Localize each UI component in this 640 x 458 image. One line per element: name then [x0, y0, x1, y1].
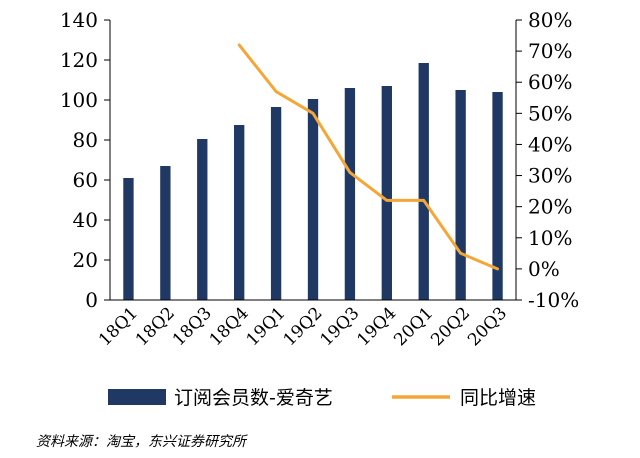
left-tick-label: 40: [73, 208, 98, 232]
x-tick-label: 19Q2: [280, 303, 327, 350]
x-tick-label: 19Q1: [243, 303, 290, 350]
x-axis: 18Q118Q218Q318Q419Q119Q219Q319Q420Q120Q2…: [95, 299, 516, 350]
bar: [492, 92, 503, 300]
right-tick-label: 0%: [528, 257, 560, 281]
bar: [344, 88, 356, 300]
source-note: 资料来源：淘宝，东兴证券研究所: [36, 434, 248, 450]
right-tick-label: 40%: [528, 132, 572, 156]
x-tick-label: 19Q3: [316, 303, 363, 350]
left-tick-label: 80: [73, 128, 98, 152]
bar: [381, 86, 392, 300]
bar: [197, 139, 208, 300]
left-y-axis: 0 20 40 60 80 100 120 140: [60, 8, 111, 312]
bar: [307, 99, 319, 300]
right-tick-label: 50%: [528, 101, 572, 125]
right-tick-label: 10%: [528, 226, 572, 250]
bar-series: [123, 63, 503, 300]
right-tick-label: 70%: [528, 39, 572, 63]
bar: [418, 63, 429, 300]
x-tick-label: 18Q3: [169, 303, 216, 350]
left-tick-label: 60: [73, 168, 98, 192]
legend: 订阅会员数-爱奇艺 同比增速: [108, 387, 536, 409]
left-tick-label: 140: [60, 8, 98, 32]
legend-bar-label: 订阅会员数-爱奇艺: [174, 387, 333, 409]
left-tick-label: 0: [85, 288, 98, 312]
bar: [455, 90, 466, 300]
left-tick-label: 120: [60, 48, 98, 72]
bar: [270, 107, 282, 300]
x-tick-label: 20Q3: [464, 303, 511, 350]
left-tick-label: 100: [60, 88, 98, 112]
right-tick-label: 20%: [528, 195, 572, 219]
x-tick-label: 20Q2: [427, 303, 474, 350]
x-tick-label: 19Q4: [353, 303, 400, 350]
x-tick-label: 18Q2: [132, 303, 179, 350]
right-tick-label: -10%: [528, 288, 579, 312]
legend-bar-swatch: [108, 389, 166, 405]
growth-line: [237, 43, 499, 271]
bar: [234, 125, 245, 300]
line-series: [237, 43, 499, 271]
bar: [123, 178, 134, 300]
left-tick-label: 20: [73, 248, 98, 272]
right-tick-label: 30%: [528, 164, 572, 188]
right-tick-label: 80%: [528, 8, 572, 32]
x-tick-label: 18Q1: [95, 303, 142, 350]
x-tick-label: 20Q1: [390, 303, 437, 350]
right-y-axis: -10% 0% 10% 20% 30% 40% 50% 60% 70% 80%: [515, 8, 579, 312]
x-tick-label: 18Q4: [206, 303, 253, 350]
legend-line-label: 同比增速: [460, 387, 536, 409]
right-tick-label: 60%: [528, 70, 572, 94]
bar: [160, 166, 171, 300]
